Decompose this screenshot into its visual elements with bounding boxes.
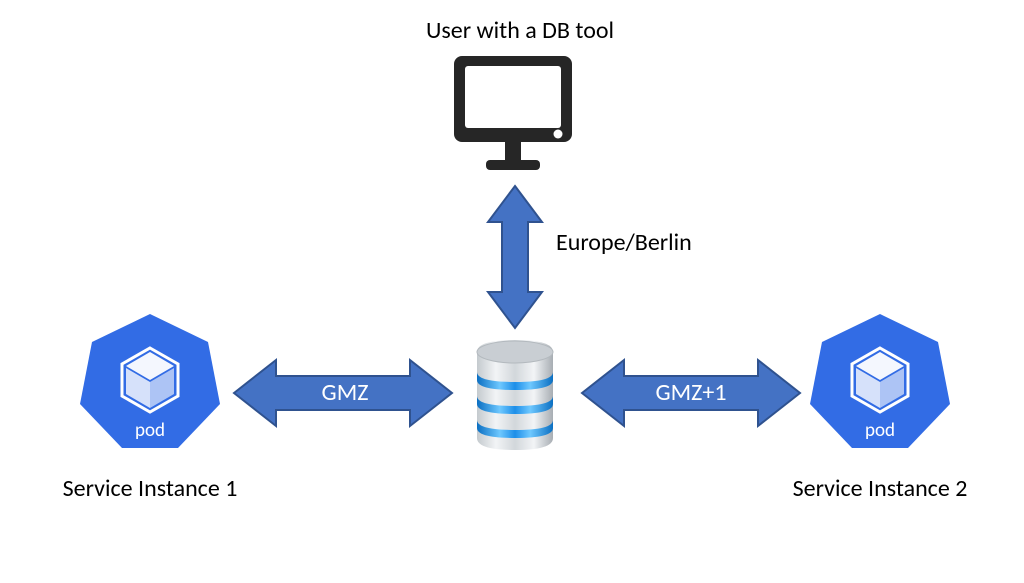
user-title: User with a DB tool [390, 16, 650, 45]
database-icon [470, 336, 560, 454]
label-gmz1: GMZ+1 [636, 378, 746, 407]
svg-text:pod: pod [135, 419, 165, 442]
svg-text:pod: pod [865, 419, 895, 442]
pod-icon-2: pod [808, 308, 952, 454]
monitor-icon [448, 52, 578, 174]
label-gmz: GMZ [300, 378, 390, 407]
arrow-user-db [484, 184, 546, 330]
service1-label: Service Instance 1 [40, 474, 260, 503]
label-europe-berlin: Europe/Berlin [556, 228, 692, 257]
pod-icon-1: pod [78, 308, 222, 454]
service2-label: Service Instance 2 [770, 474, 990, 503]
